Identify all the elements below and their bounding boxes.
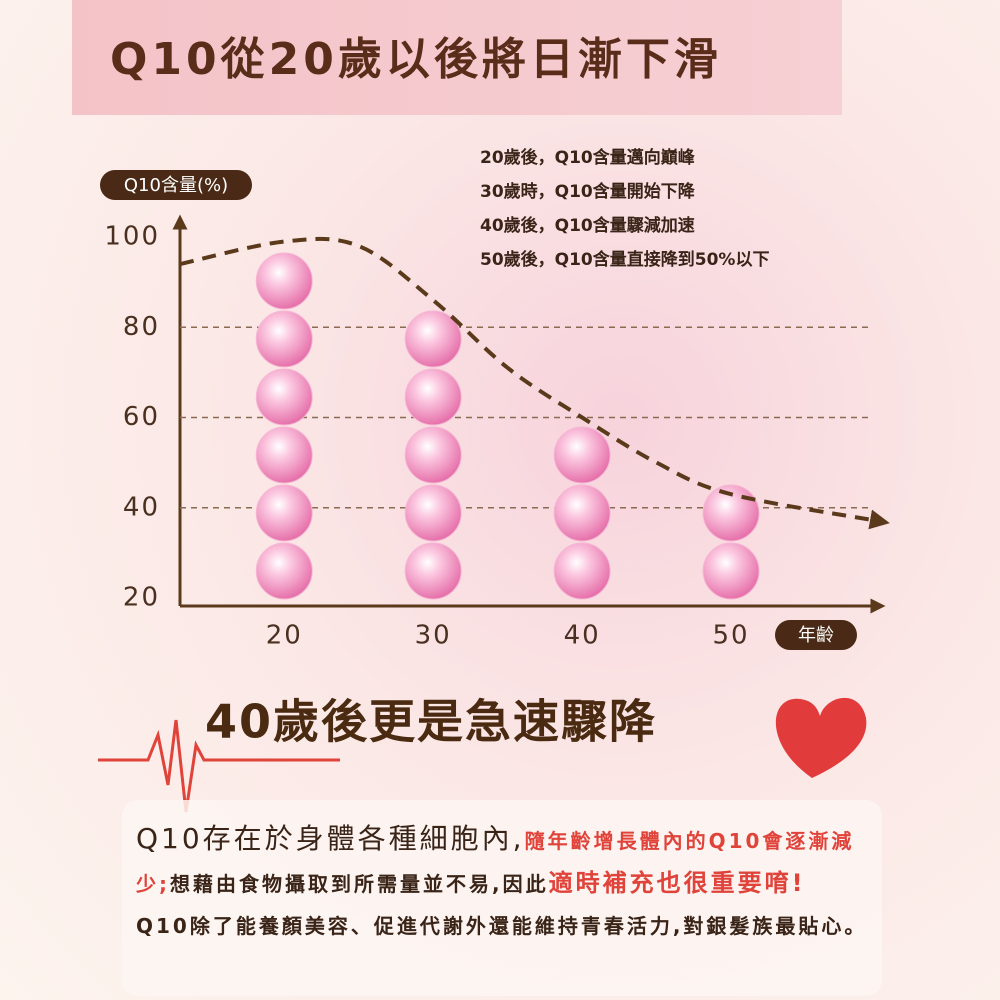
y-tick-label: 60 xyxy=(123,402,160,432)
sphere-stack xyxy=(404,310,462,600)
sphere xyxy=(404,542,462,600)
note: 30歲時，Q10含量開始下降 xyxy=(480,181,696,202)
note: 20歲後，Q10含量邁向巔峰 xyxy=(480,147,696,168)
y-axis-label: Q10含量(%) xyxy=(124,175,228,196)
trend-line xyxy=(179,236,890,530)
y-tick-label: 20 xyxy=(123,583,160,613)
x-label-pill xyxy=(775,620,857,650)
x-tick-label: 30 xyxy=(415,621,452,651)
body-segment: 適時補充也很重要唷! xyxy=(548,869,806,897)
y-label-pill xyxy=(100,170,252,200)
sphere xyxy=(404,484,462,542)
x-tick-label: 20 xyxy=(266,621,303,651)
chart-title: Q10從20歲以後將日漸下滑 xyxy=(110,34,722,85)
sphere xyxy=(255,484,313,542)
sphere xyxy=(553,426,611,484)
ecg-line xyxy=(98,719,340,813)
sphere xyxy=(404,368,462,426)
sphere xyxy=(255,310,313,368)
body-segment: 想藉由食物攝取到所需量並不易,因此 xyxy=(170,872,549,896)
x-tick-label: 50 xyxy=(713,621,750,651)
sphere xyxy=(255,426,313,484)
sphere xyxy=(702,542,760,600)
body-text: Q10存在於身體各種細胞內,隨年齡增長體內的Q10會逐漸減少;想藉由食物攝取到所… xyxy=(122,800,882,996)
sphere xyxy=(553,542,611,600)
note: 40歲後，Q10含量驟減加速 xyxy=(480,215,695,236)
headline: 40歲後更是急速驟降 xyxy=(205,695,657,749)
sphere-stack xyxy=(553,426,611,600)
sphere-stack xyxy=(702,484,760,600)
body-segment: 隨年齡增長體內的Q10會逐漸減少; xyxy=(136,829,855,896)
sphere xyxy=(255,542,313,600)
body-segment: Q10存在於身體各種細胞內, xyxy=(136,822,525,855)
sphere xyxy=(255,252,313,310)
sphere xyxy=(404,426,462,484)
x-tick-label: 40 xyxy=(564,621,601,651)
y-tick-label: 80 xyxy=(123,312,160,342)
body-segment: Q10除了能養顏美容、促進代謝外還能維持青春活力,對銀髮族最貼心。 xyxy=(136,914,868,938)
title-band xyxy=(72,0,842,115)
note: 50歲後，Q10含量直接降到50%以下 xyxy=(480,249,769,270)
x-axis-label: 年齡 xyxy=(798,625,834,646)
sphere xyxy=(404,310,462,368)
sphere xyxy=(255,368,313,426)
sphere-stack xyxy=(255,252,313,600)
heart-icon xyxy=(775,697,867,778)
sphere xyxy=(553,484,611,542)
y-tick-label: 100 xyxy=(104,222,160,252)
y-tick-label: 40 xyxy=(123,492,160,522)
